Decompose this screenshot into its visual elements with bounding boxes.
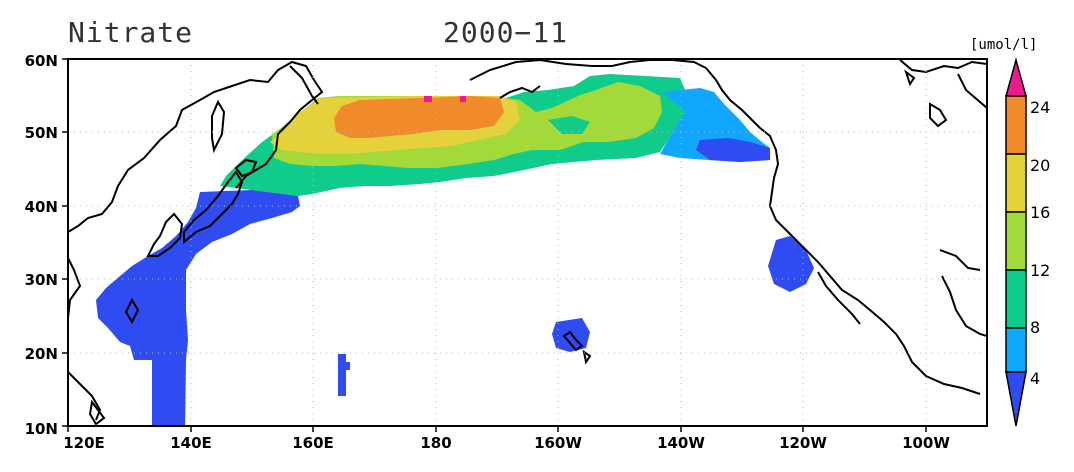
coast-canada bbox=[899, 59, 987, 74]
date-title: 2000−11 bbox=[443, 16, 568, 49]
nitrate-shading bbox=[96, 74, 814, 426]
coast-asia bbox=[68, 60, 324, 233]
x-tick-label: 120W bbox=[779, 434, 827, 452]
x-tick-label: 140W bbox=[657, 434, 705, 452]
region-over-24b bbox=[460, 96, 466, 102]
tick-marks bbox=[62, 58, 927, 432]
colorbar-arrow-top bbox=[1005, 57, 1027, 97]
colorbar-seg-16-20 bbox=[1005, 153, 1027, 213]
x-tick-label: 160E bbox=[292, 434, 334, 452]
region-small-patch-b bbox=[344, 362, 350, 370]
y-tick-label: 40N bbox=[25, 198, 58, 216]
region-20-24 bbox=[334, 96, 504, 138]
region-kuroshio bbox=[96, 190, 300, 426]
colorbar-label: 12 bbox=[1030, 261, 1050, 280]
region-east-deepblue bbox=[696, 138, 770, 162]
region-california bbox=[768, 236, 814, 292]
x-tick-label: 160W bbox=[534, 434, 582, 452]
colorbar-label: 8 bbox=[1030, 318, 1040, 337]
colorbar-arrow-bottom bbox=[1005, 371, 1027, 427]
y-tick-label: 30N bbox=[25, 271, 58, 289]
coast-mexico-south bbox=[939, 249, 981, 271]
x-tick-label: 100W bbox=[902, 434, 950, 452]
coast-philippines bbox=[88, 399, 106, 426]
coast-korea bbox=[146, 212, 184, 257]
colorbar-label: 20 bbox=[1030, 156, 1050, 175]
coast-kamchatka bbox=[289, 65, 319, 105]
plot-frame bbox=[67, 58, 988, 427]
x-tick-label: 120E bbox=[63, 434, 105, 452]
coast-north-america bbox=[759, 127, 981, 395]
x-tick-labels: 120E 140E 160E 180 160W 140W 120W 100W bbox=[63, 434, 950, 452]
region-over-24 bbox=[424, 96, 432, 102]
coast-japan bbox=[183, 170, 244, 245]
colorbar bbox=[1005, 57, 1027, 427]
x-tick-label: 180 bbox=[420, 434, 451, 452]
coast-china-south bbox=[68, 371, 102, 421]
coast-mexico-gulf bbox=[941, 275, 987, 337]
y-tick-label: 10N bbox=[25, 420, 58, 438]
colorbar-seg-4-8 bbox=[1005, 327, 1027, 373]
coast-asia-south bbox=[68, 257, 82, 319]
colorbar-seg-12-16 bbox=[1005, 211, 1027, 271]
colorbar-seg-8-12 bbox=[1005, 269, 1027, 329]
coast-sakhalin bbox=[211, 99, 226, 154]
colorbar-labels: 4 8 12 16 20 24 bbox=[1030, 98, 1050, 388]
y-tick-labels: 10N 20N 30N 40N 50N 60N bbox=[25, 52, 58, 438]
colorbar-unit: [umol/l] bbox=[970, 37, 1037, 53]
colorbar-seg-20-24 bbox=[1005, 95, 1027, 155]
colorbar-label: 16 bbox=[1030, 203, 1050, 222]
coast-greatlakes bbox=[904, 69, 916, 87]
colorbar-label: 4 bbox=[1030, 369, 1040, 388]
y-tick-label: 50N bbox=[25, 124, 58, 142]
region-teal-patch bbox=[548, 116, 590, 134]
coast-hudson bbox=[957, 73, 987, 109]
coast-baja bbox=[817, 271, 861, 325]
coast-hawaii bbox=[562, 330, 584, 352]
coast-alaska-west bbox=[499, 85, 541, 99]
coast-hawaii-small bbox=[582, 349, 592, 365]
x-tick-label: 140E bbox=[170, 434, 212, 452]
variable-title: Nitrate bbox=[68, 16, 193, 49]
coast-taiwan bbox=[124, 297, 140, 325]
y-tick-label: 20N bbox=[25, 345, 58, 363]
y-tick-label: 60N bbox=[25, 52, 58, 70]
coast-lakes bbox=[929, 102, 948, 128]
coast-hokkaido bbox=[234, 158, 258, 178]
colorbar-label: 24 bbox=[1030, 98, 1050, 117]
region-small-patch bbox=[338, 354, 346, 396]
